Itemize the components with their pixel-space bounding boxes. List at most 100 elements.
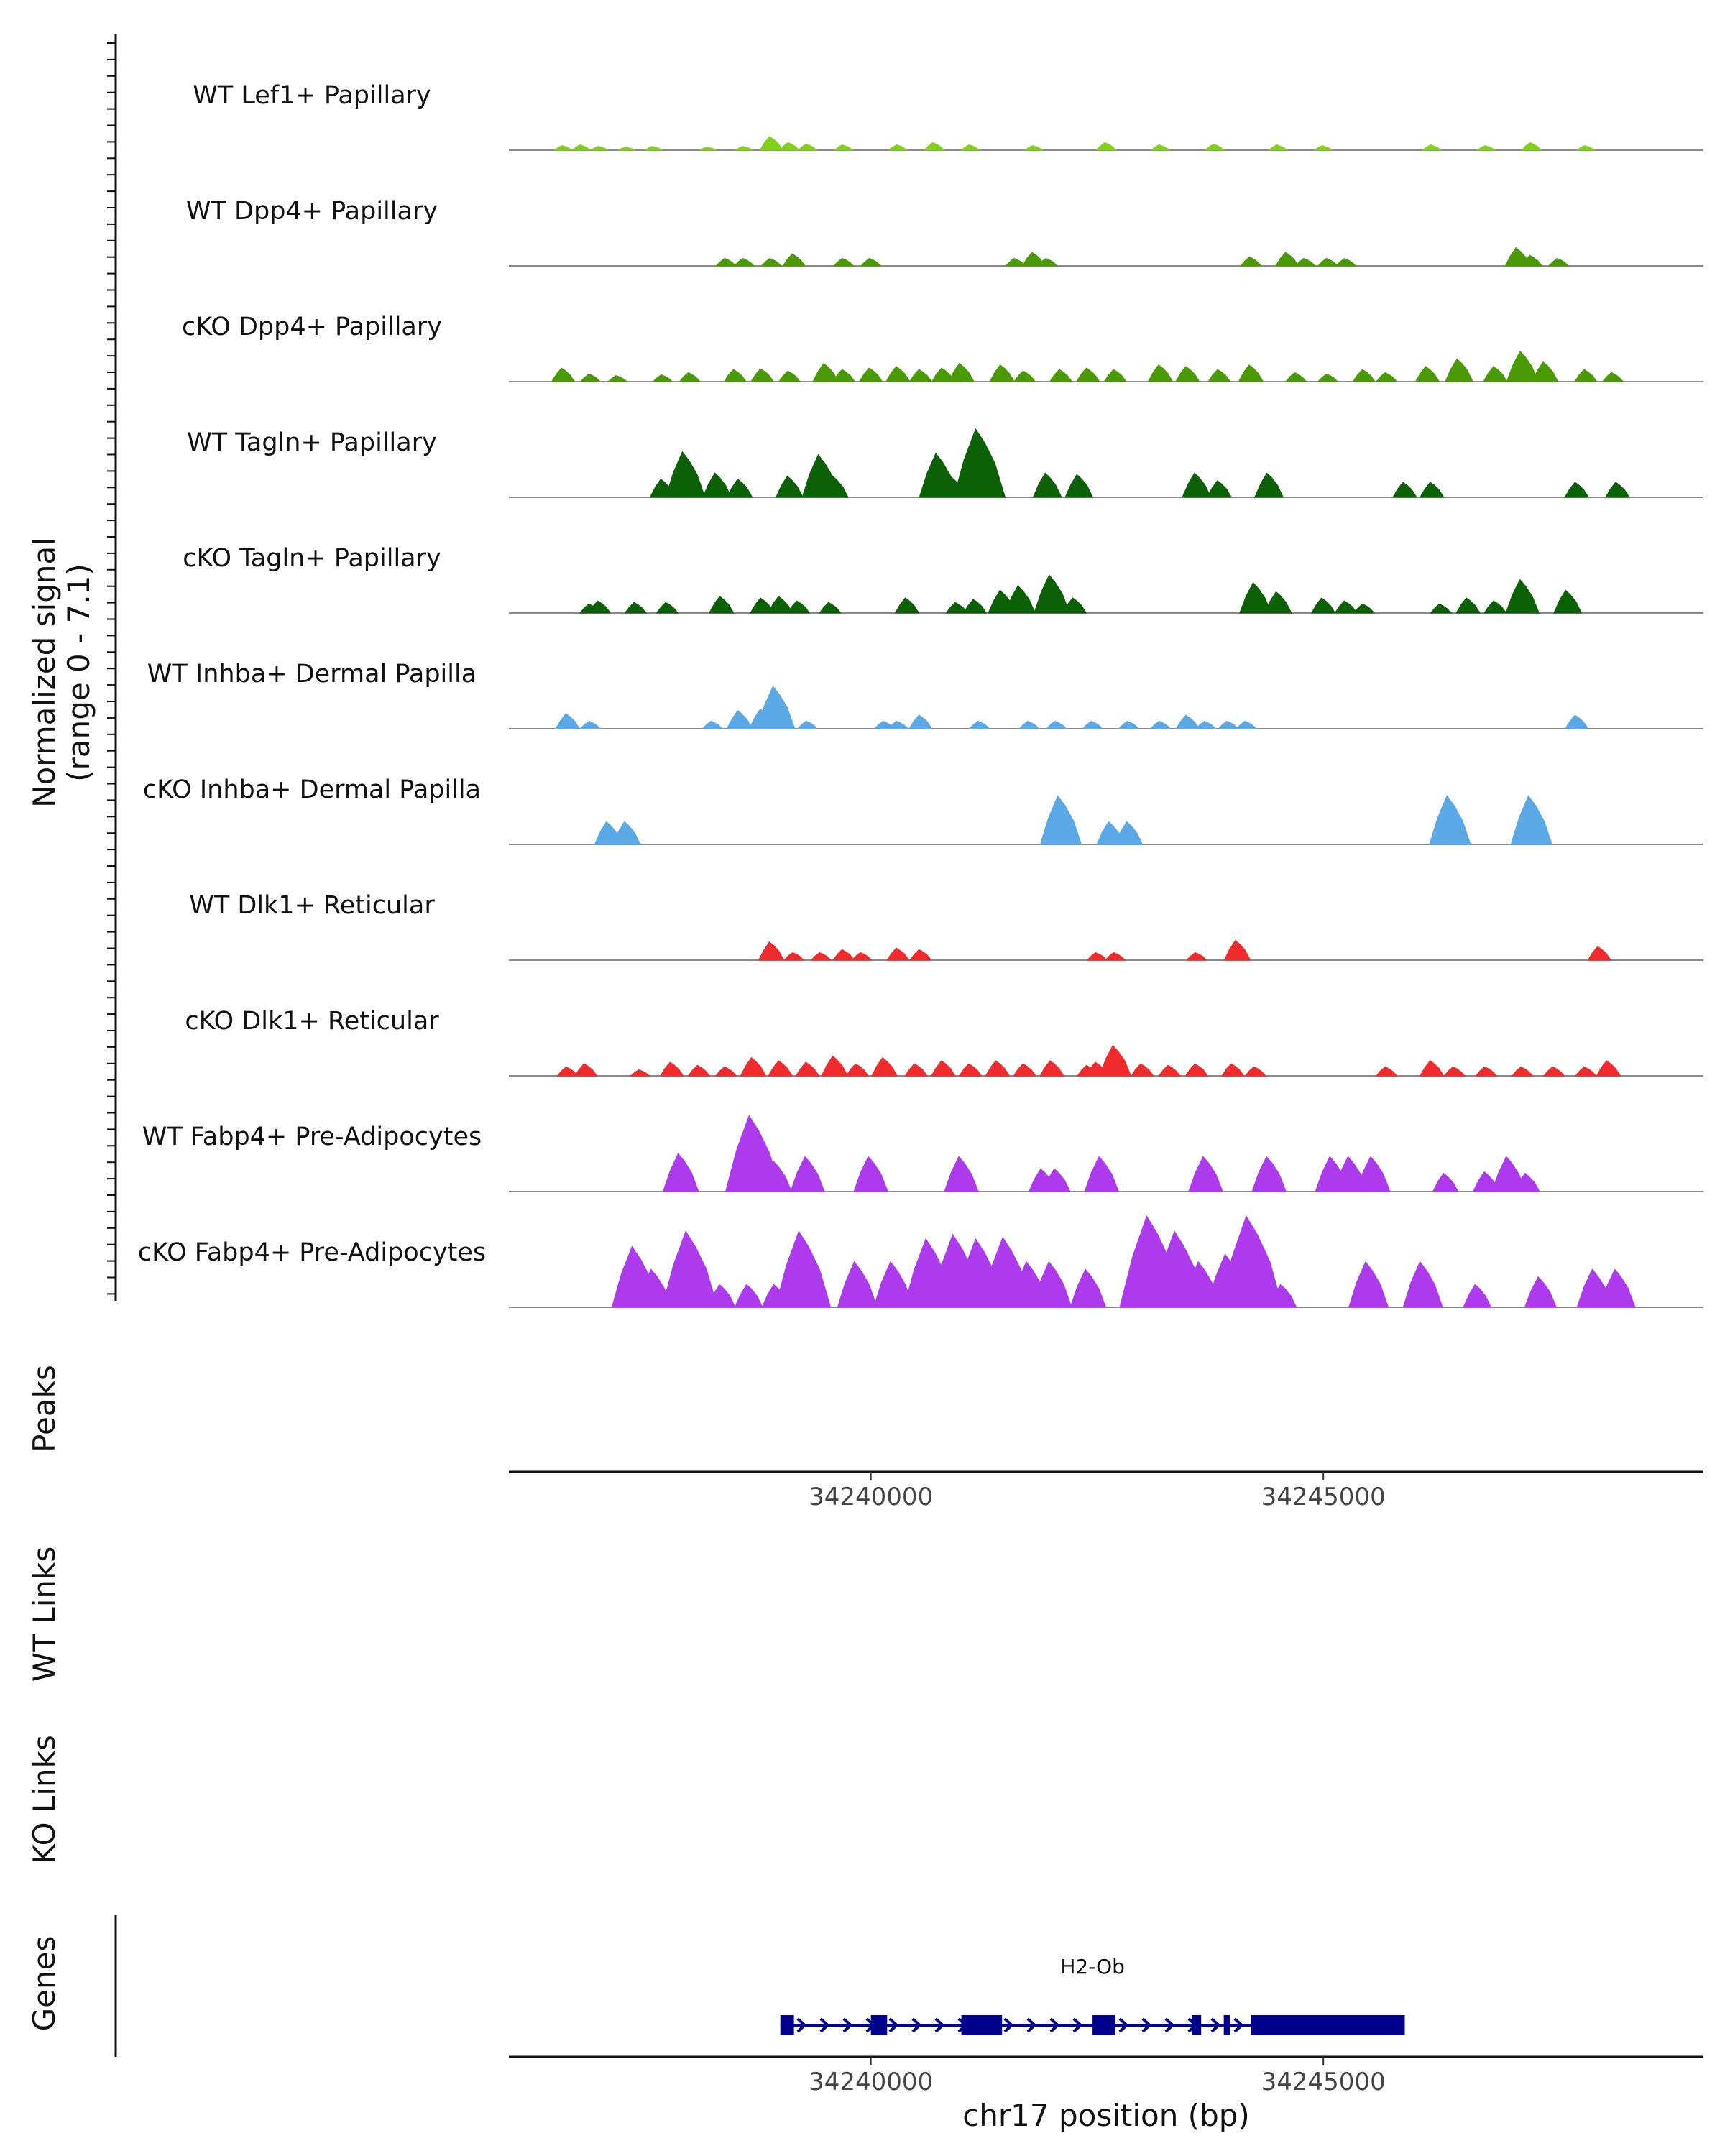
gene-exon: [961, 2015, 1003, 2035]
coverage-peak: [1531, 361, 1559, 382]
coverage-peak: [1082, 720, 1104, 729]
coverage-peak: [783, 952, 805, 961]
coverage-peak: [894, 597, 920, 614]
coverage-peak: [1564, 714, 1589, 729]
track-label: WT Tagln+ Papillary: [187, 428, 437, 457]
coverage-peak: [587, 600, 612, 614]
coverage-peak: [851, 952, 873, 961]
gene-exon: [1223, 2015, 1230, 2035]
track-label: WT Dpp4+ Papillary: [186, 197, 438, 226]
coverage-peak: [1174, 366, 1200, 382]
coverage-peak: [1352, 369, 1376, 382]
coverage-peak: [1013, 1063, 1037, 1077]
coverage-peak: [1264, 591, 1292, 614]
x-tick-label-lower-2: 34245000: [1261, 2068, 1386, 2096]
coverage-peak: [796, 720, 819, 729]
coverage-peak: [923, 142, 945, 151]
coverage-peak: [1445, 358, 1474, 382]
coverage-peak: [810, 952, 832, 961]
coverage-peak: [944, 1156, 979, 1192]
coverage-peak: [723, 369, 748, 382]
track-label: cKO Tagln+ Papillary: [183, 544, 441, 573]
coverage-peak: [796, 143, 819, 151]
coverage-peak: [1419, 482, 1445, 498]
coverage-peak: [858, 367, 883, 382]
coverage-peak: [1206, 480, 1233, 498]
coverage-peak: [1455, 597, 1481, 614]
coverage-peak: [1254, 472, 1284, 498]
coverage-peak: [1601, 372, 1624, 382]
coverage-peak: [1238, 364, 1264, 382]
coverage-peak: [904, 1063, 928, 1077]
coverage-peak: [1034, 574, 1070, 614]
coverage-peak: [887, 720, 909, 729]
coverage-peak: [832, 369, 856, 382]
coverage-peak: [750, 368, 775, 382]
coverage-peak: [555, 713, 581, 729]
coverage-peak: [1587, 946, 1612, 961]
coverage-peak: [989, 364, 1016, 382]
y-axis-title-line1: Normalized signal: [27, 538, 62, 808]
coverage-peak: [1268, 1284, 1297, 1308]
coverage-peak: [759, 136, 784, 151]
coverage-peak: [1505, 579, 1540, 614]
coverage-peak: [1317, 257, 1339, 267]
coverage-peak: [1186, 952, 1208, 961]
strand-arrow: [842, 2017, 853, 2033]
gene-exon: [870, 2015, 888, 2035]
gene-name-label: H2-Ob: [1060, 1955, 1125, 1978]
coverage-peak: [1208, 369, 1231, 382]
y-axis-title-line2: (range 0 - 7.1): [61, 563, 96, 782]
genes-panel-label: Genes: [27, 1936, 62, 2032]
coverage-peak: [662, 1153, 699, 1192]
coverage-peak: [1041, 1168, 1071, 1192]
coverage-peak: [1220, 1063, 1245, 1077]
coverage-peak: [1076, 367, 1100, 382]
coverage-peak: [551, 367, 576, 382]
track-label: cKO Dlk1+ Reticular: [185, 1007, 439, 1036]
coverage-peak: [1223, 939, 1251, 961]
strand-arrow: [934, 2017, 945, 2033]
strand-arrow: [819, 2017, 830, 2033]
coverage-peak: [1150, 144, 1172, 151]
coverage-peak: [708, 596, 735, 614]
coverage-peak: [756, 685, 796, 729]
coverage-peak: [1564, 482, 1590, 498]
gene-exon: [780, 2015, 794, 2035]
coverage-peak: [1147, 364, 1174, 382]
coverage-peak: [1356, 1156, 1391, 1192]
coverage-peak: [571, 144, 592, 151]
coverage-peak: [1392, 482, 1417, 498]
strand-arrow: [1049, 2017, 1060, 2033]
coverage-peak: [1039, 1060, 1064, 1077]
coverage-peak: [1519, 254, 1543, 267]
coverage-peak: [758, 941, 785, 961]
coverage-peak: [1334, 600, 1358, 614]
strand-arrow: [911, 2017, 922, 2033]
x-tick-label-lower-1: 34240000: [809, 2068, 933, 2096]
coverage-peak: [579, 373, 602, 382]
coverage-peak: [1023, 145, 1044, 151]
coverage-peak: [968, 720, 990, 729]
coverage-peak: [702, 720, 724, 729]
coverage-peak: [1175, 714, 1200, 729]
coverage-peak: [1576, 145, 1596, 151]
coverage-peak: [1598, 1268, 1636, 1308]
coverage-peak: [624, 602, 648, 614]
track-label: WT Dlk1+ Reticular: [189, 891, 435, 920]
coverage-peak: [1062, 597, 1087, 614]
coverage-peak: [1353, 603, 1376, 614]
gene-exon: [1092, 2015, 1116, 2035]
coverage-peak: [1429, 795, 1471, 845]
coverage-peak: [1118, 720, 1140, 729]
coverage-peak: [1483, 366, 1508, 382]
coverage-peak: [1104, 952, 1126, 961]
coverage-peak: [960, 144, 981, 151]
coverage-peak: [1004, 585, 1036, 614]
coverage-peak: [630, 1069, 651, 1077]
x-axis-title: chr17 position (bp): [962, 2098, 1250, 2133]
x-axis-upper-ticks: 34240000 34245000: [809, 1472, 1386, 1511]
coverage-peak: [820, 475, 849, 498]
coverage-peak: [553, 145, 574, 151]
coverage-peak: [1285, 372, 1307, 382]
